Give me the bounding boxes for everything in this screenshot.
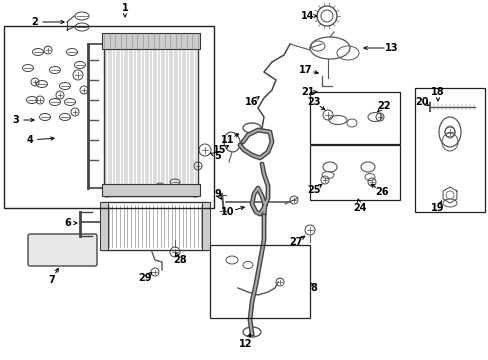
Text: 8: 8 bbox=[310, 283, 317, 293]
Text: 3: 3 bbox=[13, 115, 20, 125]
Bar bbox=[309, 145, 399, 200]
Text: 4: 4 bbox=[26, 135, 33, 145]
Bar bbox=[202, 202, 209, 250]
Text: 26: 26 bbox=[374, 187, 388, 197]
Text: 12: 12 bbox=[239, 339, 252, 349]
Text: 18: 18 bbox=[430, 87, 444, 97]
Text: 5: 5 bbox=[214, 151, 221, 161]
Text: 7: 7 bbox=[48, 275, 55, 285]
Text: 16: 16 bbox=[245, 97, 258, 107]
Bar bbox=[102, 202, 207, 250]
Bar bbox=[102, 33, 200, 49]
Text: 29: 29 bbox=[138, 273, 151, 283]
Text: 20: 20 bbox=[414, 97, 428, 107]
Text: 24: 24 bbox=[352, 203, 366, 213]
Text: 15: 15 bbox=[213, 145, 226, 155]
Text: 23: 23 bbox=[306, 97, 320, 107]
Bar bbox=[414, 88, 484, 212]
Bar bbox=[309, 92, 399, 144]
Text: 21: 21 bbox=[301, 87, 314, 97]
Bar bbox=[102, 184, 200, 196]
Text: 14: 14 bbox=[301, 11, 314, 21]
FancyBboxPatch shape bbox=[28, 234, 97, 266]
Text: 9: 9 bbox=[214, 189, 221, 199]
Text: 28: 28 bbox=[173, 255, 186, 265]
Text: 11: 11 bbox=[221, 135, 234, 145]
Bar bbox=[100, 202, 108, 250]
Text: 2: 2 bbox=[32, 17, 38, 27]
Text: 25: 25 bbox=[306, 185, 320, 195]
Text: 27: 27 bbox=[289, 237, 302, 247]
Text: 1: 1 bbox=[122, 3, 128, 13]
Text: 10: 10 bbox=[221, 207, 234, 217]
Bar bbox=[4, 26, 214, 208]
Text: 17: 17 bbox=[299, 65, 312, 75]
Text: 22: 22 bbox=[376, 101, 390, 111]
Text: 6: 6 bbox=[64, 218, 71, 228]
Bar bbox=[104, 35, 198, 196]
Text: 13: 13 bbox=[385, 43, 398, 53]
Bar bbox=[209, 245, 309, 318]
Text: 19: 19 bbox=[430, 203, 444, 213]
